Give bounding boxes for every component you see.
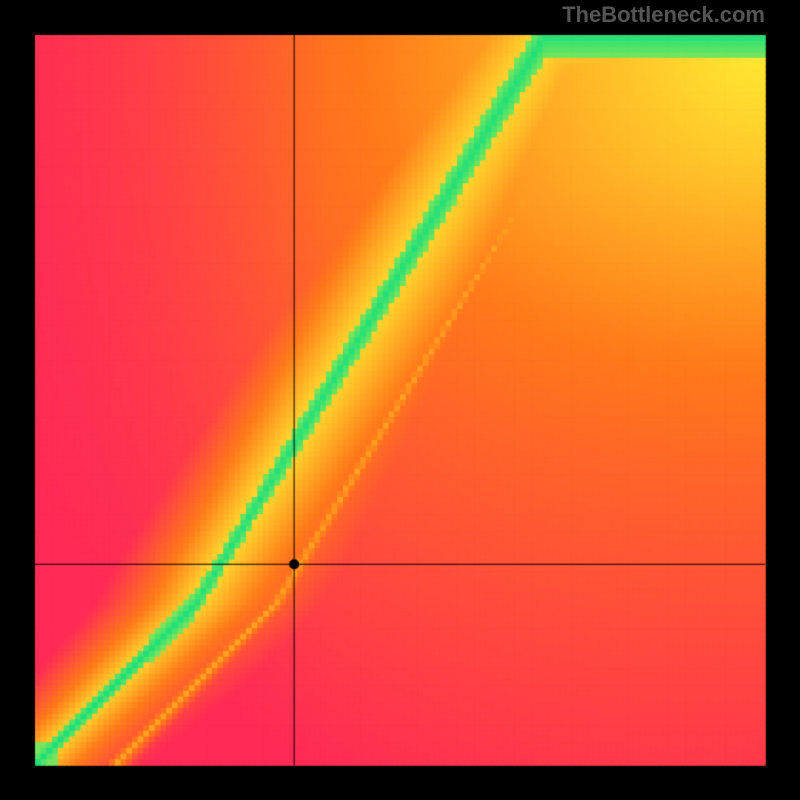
watermark-text: TheBottleneck.com bbox=[562, 2, 765, 28]
bottleneck-heatmap bbox=[0, 0, 800, 800]
chart-container: TheBottleneck.com bbox=[0, 0, 800, 800]
